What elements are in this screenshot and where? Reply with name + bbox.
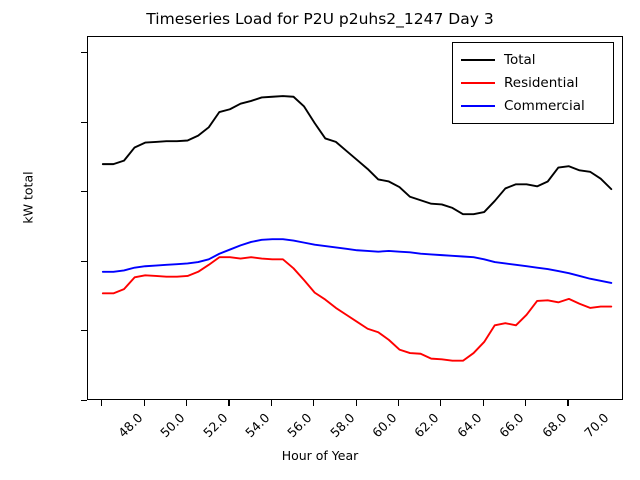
x-tick-label: 58.0 [326, 410, 358, 441]
x-tick-label: 62.0 [411, 410, 442, 441]
y-axis-label: kW total [20, 171, 36, 224]
x-tick-mark [355, 400, 357, 406]
x-tick-mark [440, 400, 442, 406]
series-lines [101, 95, 613, 362]
x-tick-label: 70.0 [581, 410, 612, 441]
x-tick-label: 60.0 [369, 410, 400, 441]
x-tick-label: 66.0 [496, 410, 527, 441]
x-tick-label: 64.0 [453, 410, 485, 441]
chart-title: Timeseries Load for P2U p2uhs2_1247 Day … [146, 10, 494, 28]
x-tick-label: 52.0 [199, 410, 231, 441]
legend-item[interactable]: Total [461, 48, 605, 71]
legend-label: Residential [504, 74, 579, 91]
legend: Total Residential Commercial [452, 42, 614, 124]
x-tick-mark [567, 400, 569, 406]
legend-swatch-icon [461, 81, 495, 84]
x-tick-mark [228, 400, 230, 406]
x-tick-mark [313, 400, 315, 406]
x-tick-mark [482, 400, 484, 406]
legend-label: Total [504, 51, 536, 68]
y-tick-mark [81, 330, 87, 332]
x-tick-mark [143, 400, 145, 406]
x-tick-mark [101, 400, 103, 406]
x-tick-label: 48.0 [114, 410, 146, 441]
x-axis-label: Hour of Year [281, 448, 359, 463]
x-tick-label: 54.0 [242, 410, 273, 441]
y-tick-mark [81, 191, 87, 193]
legend-swatch-icon [461, 58, 495, 61]
y-tick-mark [81, 121, 87, 123]
x-tick-mark [397, 400, 400, 406]
series-line-residential [101, 256, 613, 362]
x-tick-label: 56.0 [284, 410, 315, 441]
series-line-total [101, 95, 613, 216]
x-tick-label: 68.0 [538, 410, 569, 441]
legend-item[interactable]: Residential [461, 71, 605, 94]
y-tick-mark [81, 260, 87, 262]
series-line-commercial [101, 238, 613, 284]
legend-swatch-icon [461, 104, 495, 107]
x-tick-mark [186, 400, 188, 406]
x-tick-mark [525, 400, 527, 406]
x-tick-label: 50.0 [157, 410, 188, 441]
x-tick-mark [270, 400, 272, 406]
y-tick-mark [81, 52, 87, 54]
y-tick-mark [81, 399, 87, 401]
legend-item[interactable]: Commercial [461, 94, 605, 117]
legend-label: Commercial [504, 97, 585, 114]
